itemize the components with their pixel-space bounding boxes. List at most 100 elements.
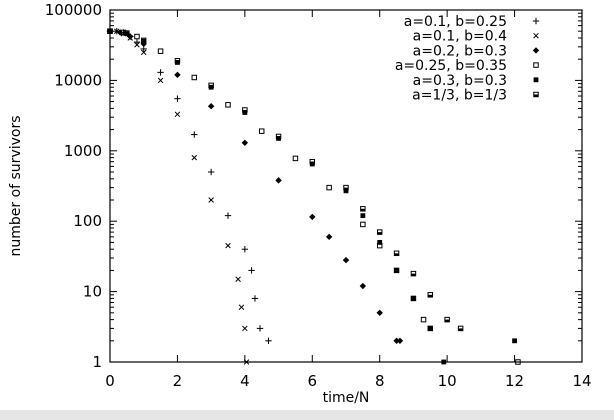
y-tick-labels: 1 10 100 1000 10000 100000: [45, 1, 102, 371]
data-point: [157, 77, 164, 84]
data-point: [225, 242, 231, 249]
data-point: [396, 337, 404, 345]
data-point: [174, 95, 181, 102]
data-point: [275, 177, 282, 184]
data-point: [191, 131, 198, 138]
legend-label: a=1/3, b=1/3: [412, 88, 507, 104]
legend-marker: [533, 62, 539, 68]
data-point: [360, 206, 366, 212]
legend-marker: [533, 77, 539, 83]
data-point: [207, 103, 215, 110]
data-point: [410, 270, 417, 277]
x-axis-label: time/N: [323, 390, 370, 406]
bottom-strip: [0, 410, 614, 420]
data-point: [225, 102, 231, 108]
data-point: [325, 233, 333, 241]
legend-label: a=0.1, b=0.4: [413, 29, 507, 45]
legend-label: a=0.3, b=0.3: [413, 73, 507, 89]
data-point: [394, 268, 399, 273]
data-point: [174, 71, 181, 79]
data-point: [191, 154, 198, 161]
data-point: [191, 74, 198, 81]
data-point: [292, 155, 299, 162]
x-tick-label: 0: [105, 372, 115, 390]
axis-ticks: [109, 9, 583, 363]
data-point: [242, 325, 248, 332]
data-point: [140, 49, 147, 56]
legend-marker: [532, 17, 540, 25]
data-point: [441, 359, 447, 365]
y-tick-label: 10000: [54, 71, 102, 89]
legend-marker: [532, 47, 540, 54]
data-point: [124, 30, 130, 36]
data-point: [140, 37, 147, 44]
legend-label: a=0.2, b=0.3: [413, 43, 507, 59]
data-point: [157, 48, 164, 54]
data-point: [377, 239, 383, 245]
data-point: [444, 316, 450, 323]
data-point: [224, 212, 232, 219]
data-point: [343, 188, 349, 194]
data-point: [251, 295, 259, 302]
data-point: [309, 213, 316, 221]
data-point: [457, 325, 464, 332]
data-point: [342, 256, 350, 264]
data-point: [275, 133, 282, 140]
data-point: [411, 296, 416, 301]
y-axis-label: number of survivors: [8, 115, 24, 256]
series-6: [107, 28, 464, 332]
data-point: [376, 229, 383, 235]
data-point: [207, 168, 215, 176]
series-layer: [106, 27, 521, 365]
x-tick-label: 4: [240, 372, 250, 390]
data-point: [127, 33, 134, 40]
data-point: [242, 107, 248, 113]
x-tick-label: 6: [308, 372, 318, 390]
data-point: [393, 250, 400, 257]
data-point: [107, 28, 113, 34]
data-point: [243, 359, 250, 365]
data-point: [107, 28, 113, 34]
data-point: [420, 316, 427, 323]
data-point: [427, 292, 434, 298]
data-point: [134, 42, 140, 48]
data-point: [512, 338, 517, 344]
y-tick-label: 1: [92, 353, 102, 371]
data-point: [248, 267, 255, 274]
data-point: [134, 33, 140, 40]
legend: a=0.1, b=0.25a=0.1, b=0.4a=0.2, b=0.3a=0…: [395, 14, 540, 104]
y-tick-label: 100: [73, 212, 102, 230]
data-point: [256, 325, 264, 332]
data-point: [174, 58, 181, 64]
y-tick-label: 100000: [45, 1, 102, 19]
data-point: [174, 111, 181, 118]
data-point: [427, 326, 433, 331]
data-point: [360, 221, 366, 228]
data-point: [241, 139, 249, 146]
data-point: [343, 184, 349, 191]
data-point: [326, 184, 332, 191]
data-point: [515, 359, 521, 365]
legend-marker: [533, 32, 539, 39]
data-point: [393, 337, 400, 345]
x-tick-labels: 0 2 4 6 8 10 12 14: [105, 372, 591, 390]
data-point: [360, 213, 366, 219]
y-tick-label: 1000: [64, 142, 102, 160]
legend-label: a=0.1, b=0.25: [404, 14, 507, 30]
x-tick-label: 14: [572, 372, 591, 390]
data-point: [241, 246, 249, 253]
x-tick-label: 10: [438, 372, 457, 390]
legend-label: a=0.25, b=0.35: [395, 58, 507, 74]
data-point: [208, 197, 214, 203]
x-tick-label: 2: [173, 372, 183, 390]
data-point: [376, 309, 383, 316]
data-point: [265, 337, 272, 345]
data-point: [258, 128, 265, 134]
y-tick-label: 10: [83, 283, 102, 301]
plot-frame: [109, 9, 583, 363]
data-point: [235, 276, 241, 282]
x-tick-label: 8: [375, 372, 385, 390]
data-point: [238, 304, 245, 310]
